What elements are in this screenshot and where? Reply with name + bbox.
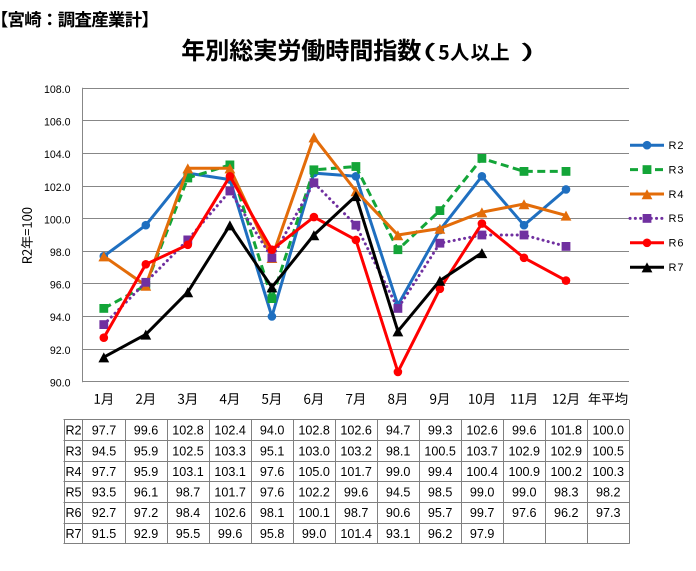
svg-text:99.7: 99.7	[470, 506, 495, 520]
svg-text:R3: R3	[65, 444, 81, 458]
svg-text:97.6: 97.6	[260, 486, 285, 500]
svg-text:103.0: 103.0	[298, 444, 330, 458]
svg-text:99.0: 99.0	[302, 527, 327, 541]
svg-text:97.7: 97.7	[92, 465, 117, 479]
svg-text:93.1: 93.1	[386, 527, 411, 541]
svg-text:103.3: 103.3	[214, 444, 246, 458]
svg-text:102.9: 102.9	[550, 444, 582, 458]
svg-text:99.0: 99.0	[386, 465, 411, 479]
svg-text:98.7: 98.7	[176, 486, 201, 500]
svg-text:R7: R7	[669, 262, 685, 274]
svg-text:100.0: 100.0	[44, 214, 71, 226]
svg-text:99.0: 99.0	[470, 486, 495, 500]
svg-text:102.6: 102.6	[466, 424, 498, 438]
svg-text:94.5: 94.5	[386, 486, 411, 500]
svg-text:102.5: 102.5	[172, 444, 204, 458]
svg-text:95.1: 95.1	[260, 444, 285, 458]
svg-text:99.6: 99.6	[344, 486, 369, 500]
svg-text:100.9: 100.9	[508, 465, 540, 479]
svg-text:103.1: 103.1	[172, 465, 204, 479]
svg-text:99.4: 99.4	[428, 465, 453, 479]
svg-text:102.8: 102.8	[298, 424, 330, 438]
svg-text:90.0: 90.0	[50, 377, 71, 389]
svg-text:100.5: 100.5	[424, 444, 456, 458]
svg-text:102.6: 102.6	[214, 506, 246, 520]
svg-text:98.1: 98.1	[260, 506, 285, 520]
svg-text:R7: R7	[65, 527, 81, 541]
svg-text:90.6: 90.6	[386, 506, 411, 520]
svg-text:97.6: 97.6	[260, 465, 285, 479]
svg-text:104.0: 104.0	[44, 149, 71, 161]
svg-text:R6: R6	[669, 238, 685, 250]
svg-text:R4: R4	[669, 189, 685, 201]
svg-text:102.2: 102.2	[298, 486, 330, 500]
svg-text:97.9: 97.9	[470, 527, 495, 541]
svg-text:R5: R5	[669, 213, 685, 225]
svg-text:103.2: 103.2	[340, 444, 372, 458]
svg-text:97.2: 97.2	[134, 506, 159, 520]
svg-text:99.6: 99.6	[512, 424, 537, 438]
svg-text:R5: R5	[65, 486, 81, 500]
svg-text:99.0: 99.0	[512, 486, 537, 500]
svg-text:R2: R2	[669, 140, 685, 152]
svg-text:105.0: 105.0	[298, 465, 330, 479]
svg-text:95.8: 95.8	[260, 527, 285, 541]
svg-text:R3: R3	[669, 164, 685, 176]
svg-text:99.3: 99.3	[428, 424, 453, 438]
svg-text:100.1: 100.1	[298, 506, 330, 520]
svg-text:R4: R4	[65, 465, 81, 479]
svg-text:100.3: 100.3	[592, 465, 624, 479]
svg-text:93.5: 93.5	[92, 486, 117, 500]
svg-text:103.7: 103.7	[466, 444, 498, 458]
svg-text:98.0: 98.0	[50, 247, 71, 259]
svg-text:102.6: 102.6	[340, 424, 372, 438]
svg-text:100.4: 100.4	[466, 465, 498, 479]
svg-text:92.9: 92.9	[134, 527, 159, 541]
svg-text:91.5: 91.5	[92, 527, 117, 541]
svg-text:92.0: 92.0	[50, 345, 71, 357]
svg-text:102.8: 102.8	[172, 424, 204, 438]
svg-text:103.1: 103.1	[214, 465, 246, 479]
svg-text:99.6: 99.6	[134, 424, 159, 438]
svg-text:101.7: 101.7	[214, 486, 246, 500]
svg-text:97.3: 97.3	[596, 506, 621, 520]
svg-text:100.0: 100.0	[592, 424, 624, 438]
svg-text:95.9: 95.9	[134, 465, 159, 479]
svg-text:R6: R6	[65, 506, 81, 520]
svg-text:99.6: 99.6	[218, 527, 243, 541]
svg-text:98.3: 98.3	[554, 486, 579, 500]
svg-text:100.2: 100.2	[550, 465, 582, 479]
svg-text:96.2: 96.2	[554, 506, 579, 520]
svg-text:97.7: 97.7	[92, 424, 117, 438]
svg-text:106.0: 106.0	[44, 117, 71, 129]
svg-text:101.4: 101.4	[340, 527, 372, 541]
svg-text:R2: R2	[65, 424, 81, 438]
svg-text:94.0: 94.0	[50, 312, 71, 324]
svg-text:102.0: 102.0	[44, 182, 71, 194]
svg-text:98.7: 98.7	[344, 506, 369, 520]
svg-text:95.5: 95.5	[176, 527, 201, 541]
svg-text:102.4: 102.4	[214, 424, 246, 438]
svg-text:97.6: 97.6	[512, 506, 537, 520]
svg-text:98.2: 98.2	[596, 486, 621, 500]
svg-text:98.5: 98.5	[428, 486, 453, 500]
svg-text:94.0: 94.0	[260, 424, 285, 438]
svg-text:92.7: 92.7	[92, 506, 117, 520]
svg-text:101.7: 101.7	[340, 465, 372, 479]
svg-text:94.5: 94.5	[92, 444, 117, 458]
svg-text:98.1: 98.1	[386, 444, 411, 458]
svg-text:101.8: 101.8	[550, 424, 582, 438]
svg-text:100.5: 100.5	[592, 444, 624, 458]
svg-text:95.9: 95.9	[134, 444, 159, 458]
svg-text:96.0: 96.0	[50, 280, 71, 292]
svg-text:108.0: 108.0	[44, 84, 71, 96]
svg-text:98.4: 98.4	[176, 506, 201, 520]
svg-text:96.2: 96.2	[428, 527, 453, 541]
svg-text:95.7: 95.7	[428, 506, 453, 520]
svg-text:94.7: 94.7	[386, 424, 411, 438]
svg-text:96.1: 96.1	[134, 486, 159, 500]
svg-text:102.9: 102.9	[508, 444, 540, 458]
